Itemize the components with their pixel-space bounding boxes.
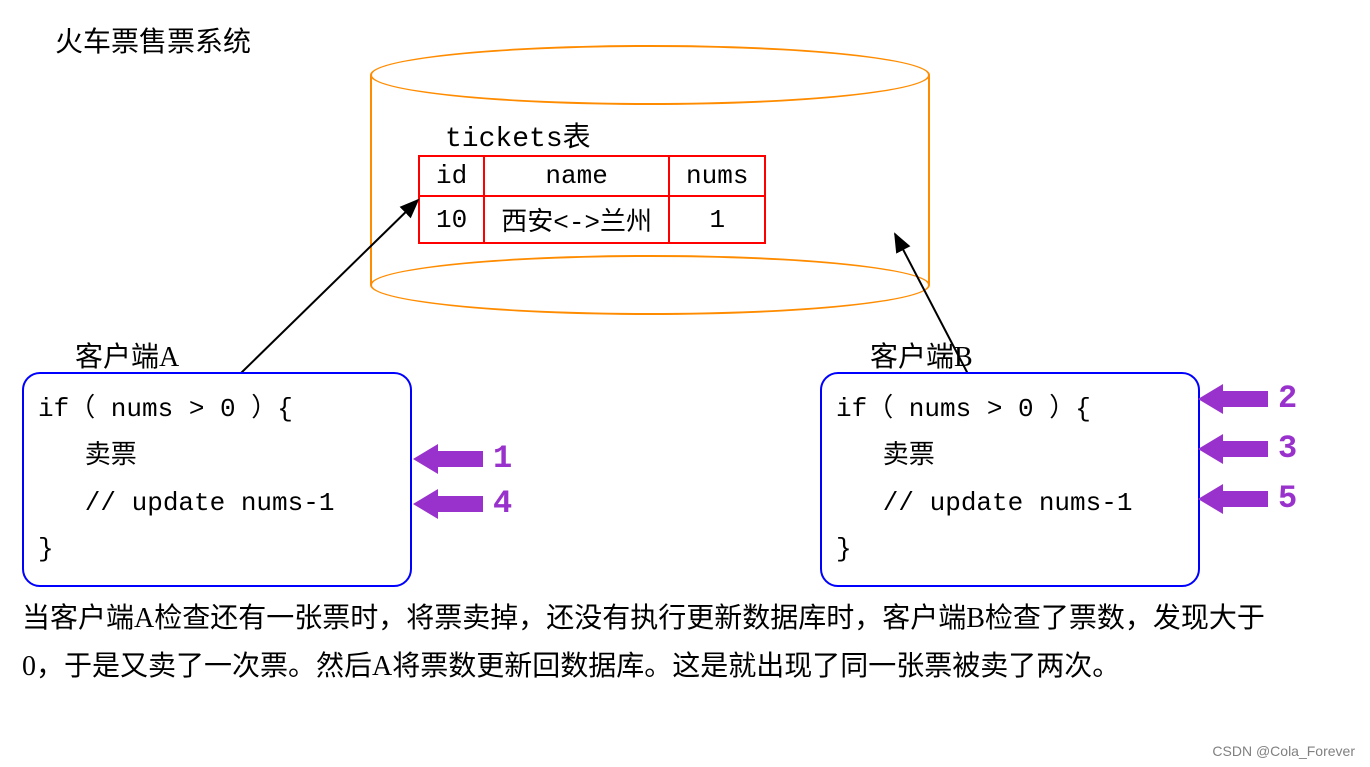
client-b-label: 客户端B [870,335,973,375]
diagram-title: 火车票售票系统 [55,20,251,60]
client-b-codebox: if（ nums > 0 ）{ 卖票 // update nums-1 } [820,372,1200,587]
diagram-canvas: 火车票售票系统 tickets表 id name nums 10 西安<->兰州… [0,0,1370,767]
table-cell: 西安<->兰州 [484,196,669,243]
step-arrow-3: 3 [1198,430,1297,467]
table-label: tickets表 [445,115,591,155]
table-data-row: 10 西安<->兰州 1 [419,196,765,243]
client-a-codebox: if（ nums > 0 ）{ 卖票 // update nums-1 } [22,372,412,587]
step-arrow-2: 2 [1198,380,1297,417]
client-a-label: 客户端A [75,335,179,375]
step-number: 3 [1278,430,1297,467]
table-header-cell: nums [669,156,765,196]
step-arrow-5: 5 [1198,480,1297,517]
table-header-cell: name [484,156,669,196]
description-text: 当客户端A检查还有一张票时，将票卖掉，还没有执行更新数据库时，客户端B检查了票数… [22,595,1272,690]
tickets-table: id name nums 10 西安<->兰州 1 [418,155,766,244]
watermark-text: CSDN @Cola_Forever [1212,743,1355,759]
step-arrow-4: 4 [413,485,512,522]
table-header-row: id name nums [419,156,765,196]
step-number: 2 [1278,380,1297,417]
step-number: 4 [493,485,512,522]
table-header-cell: id [419,156,484,196]
table-cell: 10 [419,196,484,243]
step-number: 5 [1278,480,1297,517]
step-arrow-1: 1 [413,440,512,477]
table-cell: 1 [669,196,765,243]
step-number: 1 [493,440,512,477]
